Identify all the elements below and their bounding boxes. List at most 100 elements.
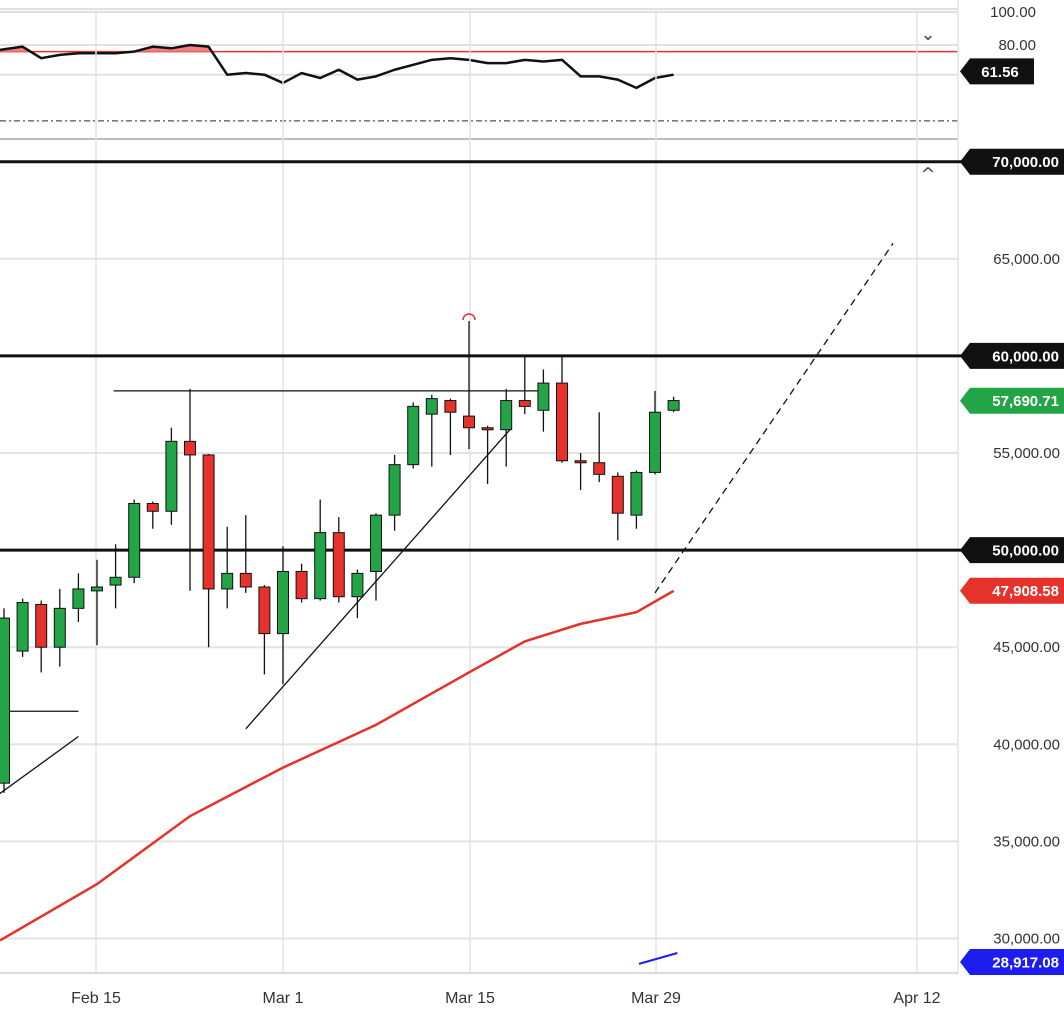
candle — [202, 453, 215, 648]
level-tag-label: 50,000.00 — [992, 543, 1059, 560]
candle-body — [91, 586, 103, 592]
candle-body — [0, 617, 10, 784]
trendline — [0, 736, 79, 795]
candle — [611, 472, 624, 541]
candle-body — [16, 602, 29, 652]
candle-body — [537, 382, 550, 411]
candle-body — [370, 514, 382, 572]
candle-body — [109, 576, 122, 586]
candle-body — [314, 532, 327, 600]
date-tick-label: Feb 15 — [71, 990, 121, 1007]
candle — [91, 559, 103, 646]
candle — [500, 388, 513, 467]
candle — [537, 369, 550, 432]
rsi-panel: ⌄ — [0, 8, 958, 140]
candle — [593, 412, 606, 483]
price-tick-label: 45,000.00 — [993, 639, 1060, 656]
price-tag: 47,908.58 — [960, 577, 1064, 604]
candle-body — [407, 405, 420, 466]
candle — [72, 573, 85, 622]
level-tag-background — [960, 537, 1064, 564]
candle — [667, 396, 680, 413]
candle — [425, 394, 438, 467]
candle-body — [202, 454, 215, 590]
candle-body — [332, 532, 345, 598]
candle — [649, 390, 661, 475]
price-tag: 28,917.08 — [960, 949, 1064, 975]
candle-body — [425, 398, 438, 415]
candle — [35, 600, 48, 673]
date-tick-label: Mar 15 — [445, 990, 495, 1007]
candle-body — [295, 570, 308, 600]
rsi-value-tag-label: 61.56 — [981, 64, 1019, 81]
date-tick-label: Mar 1 — [263, 990, 304, 1007]
candle-body — [463, 415, 475, 429]
candle-body — [221, 572, 234, 590]
level-tag-background — [960, 342, 1064, 369]
candle — [630, 470, 643, 529]
rsi-overbought-fill — [0, 45, 212, 52]
price-tag-background — [960, 949, 1064, 975]
price-axis: 30,000.00 35,000.00 40,000.00 45,000.00 55,0… — [993, 251, 1060, 948]
candle — [332, 517, 345, 603]
candle-body — [184, 440, 196, 456]
candle-body — [611, 475, 624, 514]
candle — [295, 563, 308, 603]
trendline — [245, 429, 511, 730]
candle-body — [239, 572, 252, 588]
candle-body — [53, 607, 66, 648]
candle-body — [630, 471, 643, 516]
candle-body — [388, 464, 401, 516]
candle-body — [35, 603, 48, 648]
candle — [239, 515, 252, 593]
level-tag-label: 60,000.00 — [992, 348, 1059, 365]
price-tag-label: 47,908.58 — [992, 583, 1059, 600]
date-grid — [95, 9, 918, 973]
candle — [370, 513, 382, 601]
drawings — [0, 242, 894, 965]
candle-body — [72, 588, 85, 609]
candle — [258, 585, 271, 675]
candle-body — [518, 400, 531, 407]
candle — [109, 544, 122, 609]
candle-body — [667, 400, 680, 411]
price-tick-label: 35,000.00 — [993, 833, 1060, 850]
candle — [481, 425, 494, 485]
candle — [184, 388, 196, 591]
price-tag-label: 28,917.08 — [992, 955, 1059, 972]
candle — [574, 453, 587, 490]
level-tag-label: 70,000.00 — [992, 154, 1059, 171]
price-tag-background — [960, 577, 1064, 604]
moving-average-line — [0, 589, 675, 942]
price-tick-label: 55,000.00 — [993, 445, 1060, 462]
candle — [16, 598, 29, 657]
candle — [518, 355, 531, 415]
candle — [53, 588, 66, 667]
candle — [221, 526, 234, 609]
rsi-tick-label: 80.00 — [998, 37, 1036, 54]
rsi-axis: 100.00 80.00 — [990, 4, 1036, 54]
candle-body — [165, 440, 178, 512]
candle — [314, 499, 327, 601]
expand-chevron-icon[interactable]: ^ — [920, 164, 935, 185]
candle-body — [574, 460, 587, 464]
candle — [463, 320, 475, 450]
rsi-value-tag: 61.56 — [960, 58, 1034, 85]
candle — [407, 402, 420, 469]
candle-body — [649, 411, 661, 473]
horizontal-levels — [0, 160, 962, 552]
level-tag-background — [960, 148, 1064, 175]
price-tick-label: 65,000.00 — [993, 251, 1060, 268]
candles — [0, 320, 680, 793]
price-tags: 70,000.00 60,000.00 50,000.00 57,690.71 47,9… — [960, 58, 1064, 975]
high-marker-arc — [462, 313, 476, 321]
candle — [165, 427, 178, 525]
collapse-chevron-icon[interactable]: ⌄ — [920, 24, 935, 45]
price-tag: 57,690.71 — [960, 387, 1064, 414]
level-tag: 70,000.00 — [960, 148, 1064, 175]
candle-body — [556, 382, 568, 462]
candle — [351, 569, 364, 619]
candle — [556, 355, 568, 463]
